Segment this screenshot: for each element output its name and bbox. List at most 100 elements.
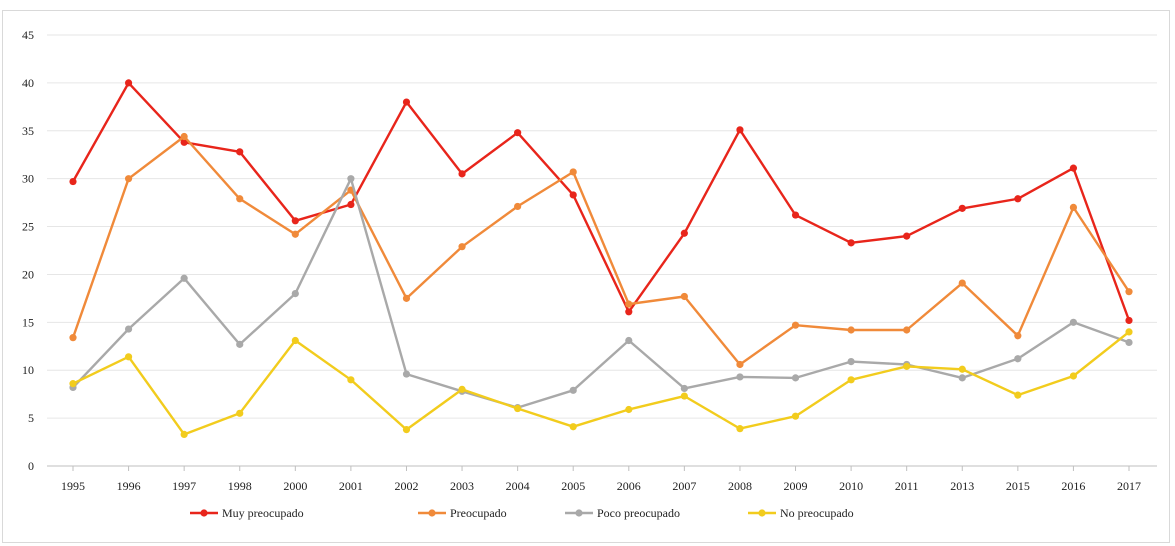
- grid-lines: [47, 34, 1157, 419]
- data-point: [1125, 328, 1133, 336]
- data-point: [347, 175, 355, 183]
- legend-label: Preocupado: [450, 506, 507, 520]
- data-point: [69, 177, 77, 186]
- legend-swatch-marker: [428, 509, 436, 517]
- data-point: [291, 336, 299, 345]
- data-point: [236, 340, 244, 348]
- y-axis-ticks: 0 5 10 15 20 25 30 35 40 45: [22, 28, 34, 473]
- series-line-poco-preocupado: [72, 177, 1130, 409]
- data-point: [625, 300, 633, 308]
- data-point: [124, 79, 133, 87]
- series-muy-preocupado: [69, 79, 1133, 325]
- data-point: [736, 126, 744, 134]
- legend-item-no-preocupado: No preocupado: [748, 506, 854, 520]
- series-line-no-preocupado: [72, 330, 1130, 436]
- legend-label: Poco preocupado: [597, 506, 680, 520]
- x-tick-label: 2004: [506, 479, 530, 493]
- series-preocupado: [69, 132, 1133, 369]
- series-no-preocupado: [69, 328, 1133, 438]
- y-tick-label: 10: [22, 363, 34, 377]
- data-point: [847, 239, 855, 247]
- y-tick-label: 45: [22, 28, 34, 42]
- x-tick-label: 2016: [1061, 479, 1085, 493]
- data-point: [1125, 338, 1133, 347]
- legend-swatch-marker: [200, 509, 208, 517]
- data-point: [958, 204, 966, 212]
- x-tick-label: 2008: [728, 479, 752, 493]
- y-tick-label: 5: [28, 411, 34, 425]
- data-point: [680, 292, 688, 301]
- data-point: [680, 392, 688, 400]
- legend-swatch-marker: [575, 509, 583, 517]
- y-tick-label: 30: [22, 172, 34, 186]
- data-point: [569, 386, 577, 394]
- data-point: [514, 129, 522, 137]
- data-point: [180, 132, 188, 141]
- x-tick-label: 2015: [1006, 479, 1030, 493]
- data-point: [1125, 316, 1133, 325]
- data-point: [514, 202, 522, 211]
- data-point: [680, 384, 688, 393]
- x-tick-label: 2001: [339, 479, 363, 493]
- data-point: [1069, 372, 1078, 380]
- chart-frame: [2, 10, 1170, 543]
- data-point: [736, 425, 744, 433]
- data-point: [1014, 391, 1022, 399]
- data-point: [124, 175, 133, 183]
- y-tick-label: 0: [28, 459, 34, 473]
- data-point: [69, 380, 77, 388]
- data-point: [458, 170, 466, 178]
- legend-item-preocupado: Preocupado: [418, 506, 507, 520]
- data-point: [124, 353, 133, 361]
- data-point: [1125, 288, 1133, 296]
- legend-label: Muy preocupado: [222, 506, 304, 520]
- x-tick-label: 1997: [172, 479, 196, 493]
- data-point: [69, 334, 77, 342]
- x-tick-label: 2005: [561, 479, 585, 493]
- data-point: [180, 430, 188, 438]
- x-tick-label: 2010: [839, 479, 863, 493]
- data-point: [958, 279, 966, 287]
- data-point: [847, 326, 855, 334]
- x-tick-label: 2002: [394, 479, 418, 493]
- x-tick-label: 2003: [450, 479, 474, 493]
- data-point: [1014, 195, 1022, 203]
- data-point: [569, 168, 577, 176]
- data-point: [903, 232, 911, 240]
- x-tick-label: 1998: [228, 479, 252, 493]
- y-tick-label: 15: [22, 315, 34, 329]
- x-tick-label: 2017: [1117, 479, 1141, 493]
- data-point: [680, 229, 688, 237]
- x-tick-label: 2011: [895, 479, 919, 493]
- legend-swatch-marker: [758, 509, 766, 517]
- data-point: [791, 412, 800, 420]
- data-point: [402, 370, 411, 378]
- y-tick-label: 35: [22, 124, 34, 138]
- series-line-muy-preocupado: [71, 81, 1131, 321]
- data-point: [958, 374, 966, 382]
- x-tick-label: 2006: [617, 479, 641, 493]
- data-point: [180, 274, 188, 282]
- data-point: [347, 200, 355, 209]
- data-point: [791, 374, 800, 382]
- data-point: [569, 191, 577, 199]
- x-tick-label: 2013: [950, 479, 974, 493]
- data-point: [1069, 164, 1078, 172]
- y-tick-label: 25: [22, 220, 34, 234]
- legend: Muy preocupado Preocupado Poco preocupado N…: [190, 506, 854, 520]
- data-point: [458, 385, 466, 393]
- legend-item-muy-preocupado: Muy preocupado: [190, 506, 304, 520]
- data-point: [124, 325, 133, 333]
- data-point: [1014, 355, 1022, 363]
- data-point: [291, 290, 299, 298]
- data-point: [625, 405, 633, 414]
- data-point: [791, 321, 800, 329]
- legend-label: No preocupado: [780, 506, 854, 520]
- data-point: [736, 360, 744, 369]
- data-point: [847, 358, 855, 366]
- data-point: [236, 409, 244, 417]
- legend-item-poco-preocupado: Poco preocupado: [565, 506, 680, 520]
- data-point: [847, 376, 855, 384]
- data-point: [402, 98, 411, 106]
- data-point: [625, 308, 633, 316]
